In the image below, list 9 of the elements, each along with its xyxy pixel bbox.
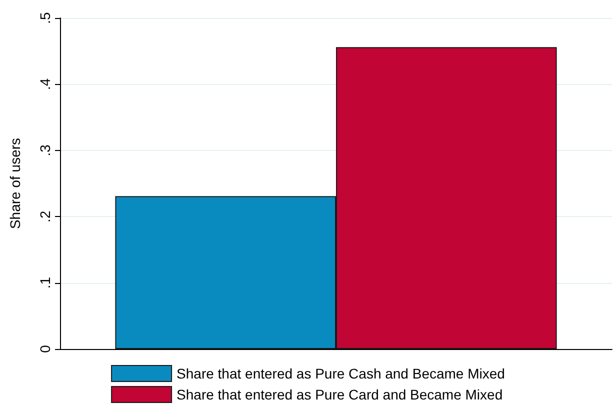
y-tick-label: .5 [37, 12, 53, 24]
y-tick-label: .2 [37, 210, 53, 222]
legend-label: Share that entered as Pure Cash and Became Mixed [176, 366, 505, 382]
legend-label: Share that entered as Pure Card and Became Mixed [176, 386, 503, 402]
y-tick-label: .4 [37, 78, 53, 90]
y-axis-title: Share of users [7, 138, 23, 230]
y-tick-label: .3 [37, 144, 53, 156]
y-tick-label: .1 [37, 276, 53, 289]
y-tick-label: 0 [37, 344, 53, 353]
